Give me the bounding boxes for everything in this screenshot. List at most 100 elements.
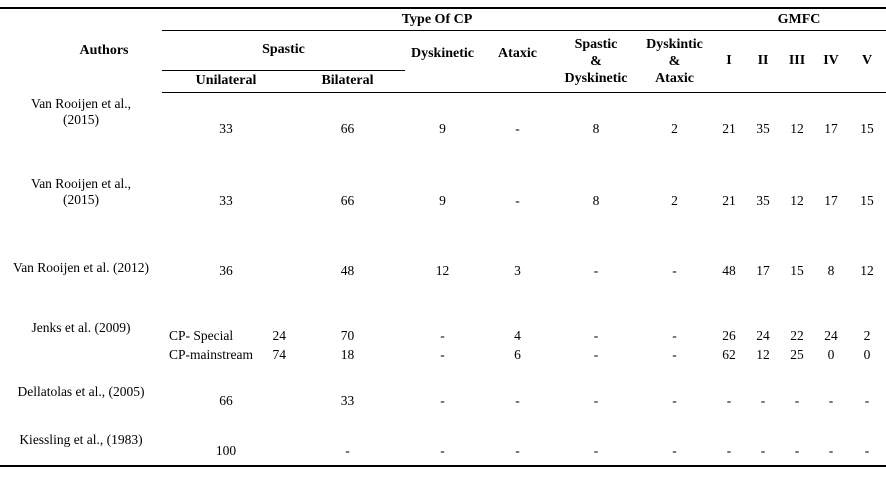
group-header-type-of-cp: Type Of CP [162, 8, 713, 31]
cell-gmfc-4: - [828, 392, 834, 408]
cell-gmfc-2: 35 [756, 192, 770, 208]
cell-bilateral: 70 18 [340, 328, 355, 362]
cell-dyskinetic: - [440, 392, 445, 408]
cell-gmfc-2: 35 [756, 120, 770, 136]
cell-dyskintic-ataxic: - [672, 392, 677, 408]
cell-dyskinetic: - - [440, 328, 445, 362]
table-row-van-rooijen-2012: Van Rooijen et al. (2012) 36 48 12 3 - -… [0, 236, 886, 306]
cell-gmfc-5: - [864, 392, 870, 408]
cell-spastic-dyskinetic: 8 [592, 120, 600, 136]
cell-gmfc-4: 24 0 [824, 328, 838, 362]
table-row-jenks-2009: Jenks et al. (2009) CP- Special 24 CP-ma… [0, 306, 886, 378]
col-header-gmfc-1: I [712, 30, 747, 93]
author-cell: Van Rooijen et al. (2012) [12, 260, 150, 275]
cell-dyskintic-ataxic: - [672, 262, 677, 278]
cell-ataxic: 3 [514, 262, 521, 278]
cell-gmfc-5: 12 [860, 262, 874, 278]
cell-gmfc-2: - [760, 392, 766, 408]
subgroup-line: CP-mainstream 74 [169, 347, 286, 362]
header-row-subgroups: Spastic Dyskinetic Ataxic Spastic & Dysk… [0, 30, 886, 93]
cell-gmfc-3: 12 [790, 192, 804, 208]
author-cell: Kiessling et al., (1983) [19, 432, 143, 447]
col-header-dyskinetic: Dyskinetic [405, 30, 480, 93]
subgroup-line: CP- Special 24 [169, 328, 286, 343]
cell-bilateral: 33 [340, 392, 355, 408]
col-header-ataxic: Ataxic [480, 30, 555, 93]
col-header-gmfc-2: II [746, 30, 781, 93]
cell-unilateral: 66 [219, 392, 233, 408]
cell-dyskinetic: 12 [435, 262, 450, 278]
cell-gmfc-1: - [726, 392, 732, 408]
cell-gmfc-2: 17 [756, 262, 770, 278]
cell-ataxic: - [515, 443, 520, 459]
header-row-laterality: Unilateral Bilateral [0, 70, 886, 93]
cell-gmfc-4: 8 [827, 262, 835, 278]
cell-gmfc-5: 2 0 [863, 328, 871, 362]
cell-dyskintic-ataxic: - - [672, 328, 677, 362]
cell-spastic-dyskinetic: - [593, 392, 599, 408]
cell-bilateral: 48 [340, 262, 355, 278]
cell-ataxic: - [515, 392, 520, 408]
cell-spastic-dyskinetic: - - [593, 328, 599, 362]
cell-bilateral: 66 [340, 120, 355, 136]
cell-gmfc-5: 15 [860, 120, 874, 136]
cell-gmfc-1: 21 [722, 192, 736, 208]
cell-unilateral-subgroups: CP- Special 24 CP-mainstream 74 [162, 306, 290, 378]
col-header-gmfc-3: III [780, 30, 815, 93]
cell-ataxic: 4 6 [514, 328, 521, 362]
cell-dyskinetic: 9 [439, 192, 446, 208]
cell-spastic-dyskinetic: 8 [592, 192, 600, 208]
cell-dyskinetic: 9 [439, 120, 446, 136]
cell-unilateral: 36 [219, 262, 233, 278]
table-row-kiessling-1983: Kiessling et al., (1983) 100 - - - - - -… [0, 424, 886, 466]
cell-gmfc-4: 17 [824, 192, 838, 208]
cell-gmfc-3: 15 [790, 262, 804, 278]
cell-gmfc-2: - [760, 443, 766, 459]
cell-ataxic: - [515, 192, 520, 208]
cell-unilateral: 100 [215, 443, 237, 459]
group-header-gmfc: GMFC [712, 8, 886, 31]
cell-spastic-dyskinetic: - [593, 262, 599, 278]
col-header-spastic-and-dyskinetic: Spastic & Dyskinetic [555, 30, 637, 93]
cell-gmfc-3: 12 [790, 120, 804, 136]
author-cell: Jenks et al. (2009) [31, 320, 131, 335]
group-header-spastic: Spastic [162, 30, 405, 71]
cell-gmfc-3: - [794, 392, 800, 408]
cell-gmfc-1: 26 62 [722, 328, 736, 362]
table-row-dellatolas-2005: Dellatolas et al., (2005) 66 33 - - - - … [0, 378, 886, 424]
cell-dyskintic-ataxic: - [672, 443, 677, 459]
author-cell: Dellatolas et al., (2005) [17, 384, 145, 399]
cp-classification-table: Authors Type Of CP GMFC Spastic Dyskinet… [0, 7, 886, 467]
col-header-dyskintic-and-ataxic: Dyskintic & Ataxic [637, 30, 713, 93]
author-cell: Van Rooijen et al., (2015) [30, 96, 132, 127]
cell-ataxic: - [515, 120, 520, 136]
cell-gmfc-1: 48 [722, 262, 736, 278]
cell-unilateral: 33 [219, 192, 233, 208]
cell-gmfc-1: - [726, 443, 732, 459]
table-row-van-rooijen-2015b: Van Rooijen et al., (2015) 33 66 9 - 8 2… [0, 166, 886, 236]
cell-dyskinetic: - [440, 443, 445, 459]
cell-gmfc-2: 24 12 [756, 328, 770, 362]
cell-gmfc-4: 17 [824, 120, 838, 136]
cell-gmfc-5: - [864, 443, 870, 459]
col-header-gmfc-4: IV [814, 30, 849, 93]
col-header-gmfc-5: V [848, 30, 886, 93]
cell-dyskintic-ataxic: 2 [671, 192, 678, 208]
cell-gmfc-3: 22 25 [790, 328, 804, 362]
col-header-authors: Authors [79, 42, 129, 58]
cell-gmfc-4: - [828, 443, 834, 459]
cell-dyskintic-ataxic: 2 [671, 120, 678, 136]
cell-gmfc-1: 21 [722, 120, 736, 136]
header-row-groups: Authors Type Of CP GMFC [0, 8, 886, 58]
col-header-bilateral: Bilateral [290, 70, 405, 93]
col-header-unilateral: Unilateral [162, 70, 290, 93]
cell-gmfc-5: 15 [860, 192, 874, 208]
author-cell: Van Rooijen et al., (2015) [30, 176, 132, 207]
cell-unilateral: 33 [219, 120, 233, 136]
cell-bilateral: 66 [340, 192, 355, 208]
cell-bilateral: - [345, 443, 350, 459]
table-row-van-rooijen-2015a: Van Rooijen et al., (2015) 33 66 9 - 8 2… [0, 92, 886, 166]
cell-gmfc-3: - [794, 443, 800, 459]
cell-spastic-dyskinetic: - [593, 443, 599, 459]
